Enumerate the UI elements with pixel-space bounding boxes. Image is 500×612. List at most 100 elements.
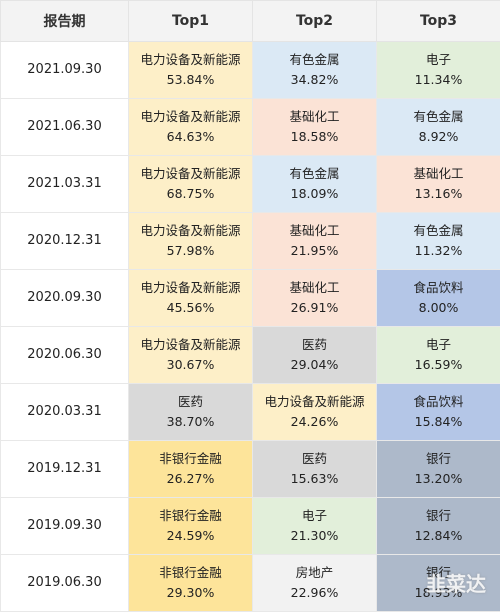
- industry-name: 医药: [129, 392, 252, 412]
- industry-weight: 21.30%: [253, 526, 376, 546]
- report-period-cell: 2020.09.30: [1, 270, 129, 327]
- industry-weight: 18.93%: [377, 583, 500, 603]
- industry-weight: 45.56%: [129, 298, 252, 318]
- header-report-period: 报告期: [1, 1, 129, 42]
- industry-name: 电力设备及新能源: [253, 392, 376, 412]
- report-period-cell: 2021.09.30: [1, 42, 129, 99]
- industry-name: 食品饮料: [377, 278, 500, 298]
- industry-weight: 11.34%: [377, 70, 500, 90]
- industry-weight: 64.63%: [129, 127, 252, 147]
- industry-weight: 68.75%: [129, 184, 252, 204]
- industry-name: 电力设备及新能源: [129, 335, 252, 355]
- industry-weight: 18.09%: [253, 184, 376, 204]
- industry-name: 电力设备及新能源: [129, 278, 252, 298]
- industry-weight: 16.59%: [377, 355, 500, 375]
- industry-weight: 11.32%: [377, 241, 500, 261]
- industry-name: 基础化工: [253, 107, 376, 127]
- industry-name: 食品饮料: [377, 392, 500, 412]
- industry-name: 非银行金融: [129, 449, 252, 469]
- industry-weight: 21.95%: [253, 241, 376, 261]
- industry-name: 有色金属: [253, 164, 376, 184]
- industry-name: 电力设备及新能源: [129, 107, 252, 127]
- header-top2: Top2: [253, 1, 377, 42]
- industry-name: 房地产: [253, 563, 376, 583]
- industry-name: 电力设备及新能源: [129, 221, 252, 241]
- industry-weight: 15.63%: [253, 469, 376, 489]
- industry-weight: 18.58%: [253, 127, 376, 147]
- header-top3: Top3: [377, 1, 500, 42]
- industry-name: 非银行金融: [129, 506, 252, 526]
- industry-name: 有色金属: [377, 221, 500, 241]
- report-period-cell: 2019.09.30: [1, 498, 129, 555]
- table-header-row: 报告期 Top1 Top2 Top3: [1, 1, 500, 42]
- report-period-cell: 2020.03.31: [1, 384, 129, 441]
- industry-name: 电子: [377, 50, 500, 70]
- industry-weight: 22.96%: [253, 583, 376, 603]
- industry-weight: 12.84%: [377, 526, 500, 546]
- industry-weight: 8.00%: [377, 298, 500, 318]
- industry-weight: 29.30%: [129, 583, 252, 603]
- industry-name: 有色金属: [377, 107, 500, 127]
- industry-name: 基础化工: [377, 164, 500, 184]
- report-period-cell: 2019.06.30: [1, 555, 129, 612]
- industry-weight: 15.84%: [377, 412, 500, 432]
- industry-weight: 26.27%: [129, 469, 252, 489]
- industry-name: 医药: [253, 335, 376, 355]
- industry-weight: 34.82%: [253, 70, 376, 90]
- industry-weight: 24.26%: [253, 412, 376, 432]
- industry-name: 电子: [377, 335, 500, 355]
- industry-weight: 30.67%: [129, 355, 252, 375]
- industry-name: 银行: [377, 506, 500, 526]
- industry-name: 基础化工: [253, 278, 376, 298]
- industry-name: 电力设备及新能源: [129, 164, 252, 184]
- industry-weight: 24.59%: [129, 526, 252, 546]
- industry-name: 医药: [253, 449, 376, 469]
- industry-name: 电子: [253, 506, 376, 526]
- industry-name: 非银行金融: [129, 563, 252, 583]
- industry-name: 银行: [377, 449, 500, 469]
- industry-name: 银行: [377, 563, 500, 583]
- industry-weight: 8.92%: [377, 127, 500, 147]
- industry-name: 有色金属: [253, 50, 376, 70]
- industry-weight: 26.91%: [253, 298, 376, 318]
- header-top1: Top1: [129, 1, 253, 42]
- industry-weight: 38.70%: [129, 412, 252, 432]
- report-period-cell: 2021.06.30: [1, 99, 129, 156]
- industry-weight: 29.04%: [253, 355, 376, 375]
